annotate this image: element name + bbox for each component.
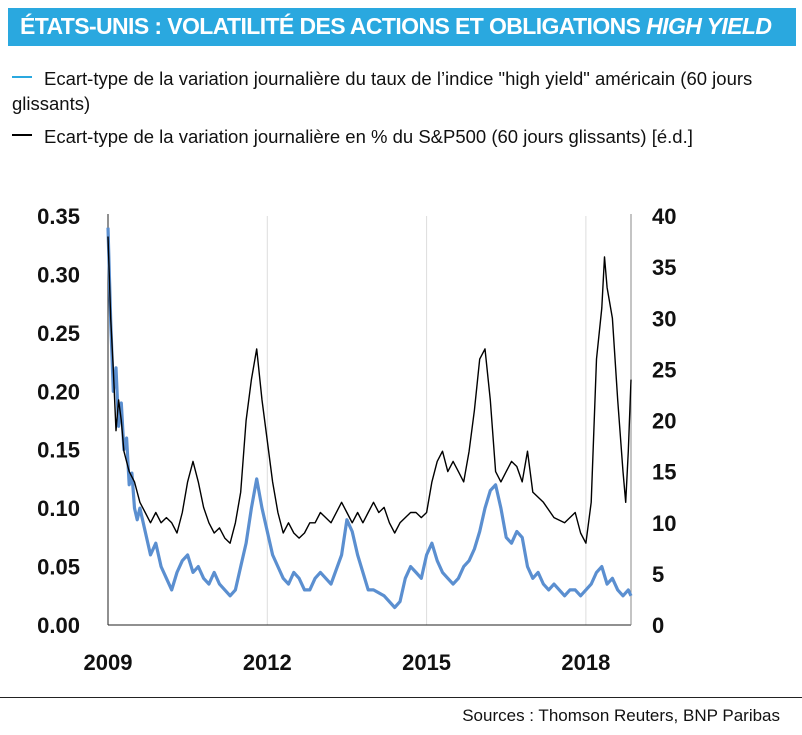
x-tick-label: 2018 xyxy=(561,650,610,675)
x-tick-label: 2012 xyxy=(243,650,292,675)
y-right-tick-label: 5 xyxy=(652,562,664,587)
legend-item-sp500: Ecart-type de la variation journalière e… xyxy=(12,124,782,149)
y-right-tick-label: 25 xyxy=(652,357,676,382)
legend-label-high-yield: Ecart-type de la variation journalière d… xyxy=(12,68,753,114)
y-left-tick-label: 0.35 xyxy=(37,204,80,229)
legend-item-high-yield: Ecart-type de la variation journalière d… xyxy=(12,66,782,116)
source-note: Sources : Thomson Reuters, BNP Paribas xyxy=(462,706,780,725)
legend-label-sp500: Ecart-type de la variation journalière e… xyxy=(44,126,693,147)
y-left-tick-label: 0.15 xyxy=(37,438,80,463)
y-left-tick-label: 0.20 xyxy=(37,379,80,404)
y-right-tick-label: 0 xyxy=(652,613,664,638)
line-chart: 2009 2012 2015 20180.000.050.100.150.200.25… xyxy=(37,204,676,675)
legend-swatch-high-yield xyxy=(12,76,32,79)
x-tick-label: 2015 xyxy=(402,650,451,675)
y-right-tick-label: 15 xyxy=(652,460,676,485)
legend-swatch-sp500 xyxy=(12,134,32,137)
series-line-high-yield xyxy=(106,227,633,610)
y-right-tick-label: 35 xyxy=(652,255,676,280)
y-left-tick-label: 0.05 xyxy=(37,555,80,580)
x-tick-label: 2009 xyxy=(84,650,133,675)
y-left-tick-label: 0.25 xyxy=(37,321,80,346)
chart-title-italic: HIGH YIELD xyxy=(646,13,772,39)
series-line-sp500 xyxy=(107,236,632,544)
title-bar: ÉTATS-UNIS : VOLATILITÉ DES ACTIONS ET O… xyxy=(8,8,796,46)
y-right-tick-label: 30 xyxy=(652,306,676,331)
footer-divider xyxy=(0,697,802,698)
chart-title: ÉTATS-UNIS : VOLATILITÉ DES ACTIONS ET O… xyxy=(20,13,772,40)
y-left-tick-label: 0.00 xyxy=(37,613,80,638)
y-right-tick-label: 40 xyxy=(652,204,676,229)
y-left-tick-label: 0.10 xyxy=(37,496,80,521)
chart-legend: Ecart-type de la variation journalière d… xyxy=(12,66,782,149)
y-left-tick-label: 0.30 xyxy=(37,262,80,287)
chart-title-main: ÉTATS-UNIS : VOLATILITÉ DES ACTIONS ET O… xyxy=(20,13,647,39)
y-right-tick-label: 10 xyxy=(652,511,676,536)
y-right-tick-label: 20 xyxy=(652,409,676,434)
